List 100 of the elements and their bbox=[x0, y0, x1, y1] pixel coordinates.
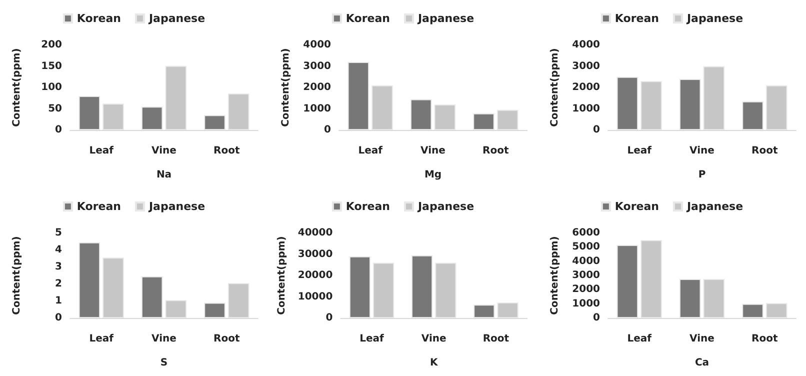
y-tick-label: 3000 bbox=[303, 60, 332, 72]
y-tick-label: 6000 bbox=[572, 228, 600, 238]
legend-label: Korean bbox=[614, 200, 659, 213]
y-tick-label: 0 bbox=[324, 124, 332, 136]
y-tick-label: 2000 bbox=[572, 284, 600, 296]
legend-label: Korean bbox=[346, 200, 390, 213]
y-tick-label: 5 bbox=[55, 228, 62, 238]
x-tick-label: Vine bbox=[690, 146, 715, 156]
bar bbox=[411, 255, 433, 318]
x-tick-label: Leaf bbox=[89, 334, 114, 344]
y-axis-title: Content(ppm) bbox=[280, 48, 292, 127]
y-tick-label: 2000 bbox=[303, 82, 332, 93]
x-axis-title: Na bbox=[156, 170, 172, 180]
x-tick-label: Leaf bbox=[627, 146, 652, 156]
x-axis-title: Ca bbox=[694, 358, 710, 368]
y-tick-label: 100 bbox=[41, 82, 62, 93]
x-tick-label: Leaf bbox=[89, 146, 114, 156]
legend-label: Korean bbox=[614, 12, 659, 25]
bar bbox=[102, 104, 124, 130]
bar bbox=[616, 245, 638, 318]
bar bbox=[497, 302, 518, 318]
x-tick-label: Root bbox=[482, 146, 509, 156]
bar bbox=[703, 66, 725, 130]
legend-label: Japanese bbox=[148, 12, 206, 25]
y-axis-title: Content(ppm) bbox=[12, 48, 22, 127]
y-axis-title: Content(ppm) bbox=[12, 236, 22, 315]
bar bbox=[204, 302, 226, 318]
x-axis-title: S bbox=[160, 358, 168, 368]
y-tick-label: 0 bbox=[55, 124, 62, 136]
y-tick-label: 10000 bbox=[298, 291, 333, 302]
legend-label: Korean bbox=[76, 200, 121, 213]
bar bbox=[141, 276, 163, 318]
y-tick-label: 200 bbox=[41, 40, 62, 50]
y-axis-title: Content(ppm) bbox=[550, 48, 560, 127]
x-tick-label: Vine bbox=[152, 334, 177, 344]
bar bbox=[434, 104, 456, 130]
bar bbox=[703, 279, 725, 318]
y-tick-label: 20000 bbox=[298, 270, 333, 281]
bar bbox=[165, 300, 187, 318]
y-tick-label: 0 bbox=[55, 312, 62, 324]
bar bbox=[204, 115, 226, 130]
y-tick-label: 1000 bbox=[572, 298, 600, 310]
y-tick-label: 4000 bbox=[572, 256, 600, 267]
y-axis-title: Content(ppm) bbox=[276, 236, 288, 315]
bar bbox=[78, 96, 100, 130]
y-tick-label: 1 bbox=[55, 296, 62, 306]
bar bbox=[474, 304, 495, 318]
y-tick-label: 3000 bbox=[572, 270, 600, 281]
bar bbox=[165, 66, 187, 130]
bar bbox=[102, 258, 124, 318]
y-tick-label: 0 bbox=[593, 124, 600, 136]
x-tick-label: Leaf bbox=[358, 146, 384, 156]
bar bbox=[141, 106, 163, 130]
y-tick-label: 0 bbox=[593, 312, 600, 324]
x-tick-label: Leaf bbox=[627, 334, 652, 344]
y-tick-label: 3000 bbox=[572, 60, 600, 72]
x-axis-title: K bbox=[430, 358, 439, 368]
x-tick-label: Root bbox=[752, 146, 778, 156]
y-tick-label: 1000 bbox=[303, 103, 332, 114]
y-tick-label: 5000 bbox=[572, 242, 600, 253]
y-tick-label: 4 bbox=[55, 244, 62, 256]
bar bbox=[228, 283, 250, 318]
x-axis-title: P bbox=[698, 170, 706, 180]
y-tick-label: 150 bbox=[41, 60, 62, 72]
legend-label: Japanese bbox=[686, 12, 744, 25]
x-tick-label: Vine bbox=[420, 146, 446, 156]
bar bbox=[348, 62, 370, 130]
y-tick-label: 2000 bbox=[572, 82, 600, 93]
bar bbox=[473, 113, 494, 130]
x-tick-label: Root bbox=[214, 146, 240, 156]
legend-label: Korean bbox=[76, 12, 121, 25]
y-tick-label: 1000 bbox=[572, 103, 600, 114]
bar bbox=[349, 256, 370, 318]
bar bbox=[496, 110, 518, 130]
x-tick-label: Vine bbox=[152, 146, 177, 156]
legend-label: Korean bbox=[346, 12, 390, 25]
bar bbox=[640, 240, 662, 318]
legend-label: Japanese bbox=[686, 200, 744, 213]
bar bbox=[435, 262, 456, 318]
y-tick-label: 4000 bbox=[572, 40, 600, 50]
x-tick-label: Root bbox=[482, 334, 510, 344]
y-tick-label: 30000 bbox=[298, 248, 333, 260]
y-tick-label: 50 bbox=[48, 103, 62, 114]
bar bbox=[410, 99, 432, 130]
x-tick-label: Leaf bbox=[360, 334, 385, 344]
y-tick-label: 4000 bbox=[303, 40, 332, 50]
y-tick-label: 40000 bbox=[298, 228, 333, 238]
bar bbox=[766, 303, 788, 318]
bar bbox=[742, 101, 764, 130]
x-tick-label: Vine bbox=[690, 334, 715, 344]
bar bbox=[372, 85, 393, 130]
legend-label: Japanese bbox=[148, 200, 206, 213]
legend-label: Japanese bbox=[416, 200, 474, 213]
x-tick-label: Root bbox=[752, 334, 778, 344]
bar bbox=[616, 76, 638, 130]
y-tick-label: 2 bbox=[55, 278, 62, 290]
bar bbox=[640, 81, 662, 130]
legend-label: Japanese bbox=[416, 12, 474, 25]
bar bbox=[228, 93, 250, 130]
bar bbox=[742, 304, 764, 318]
